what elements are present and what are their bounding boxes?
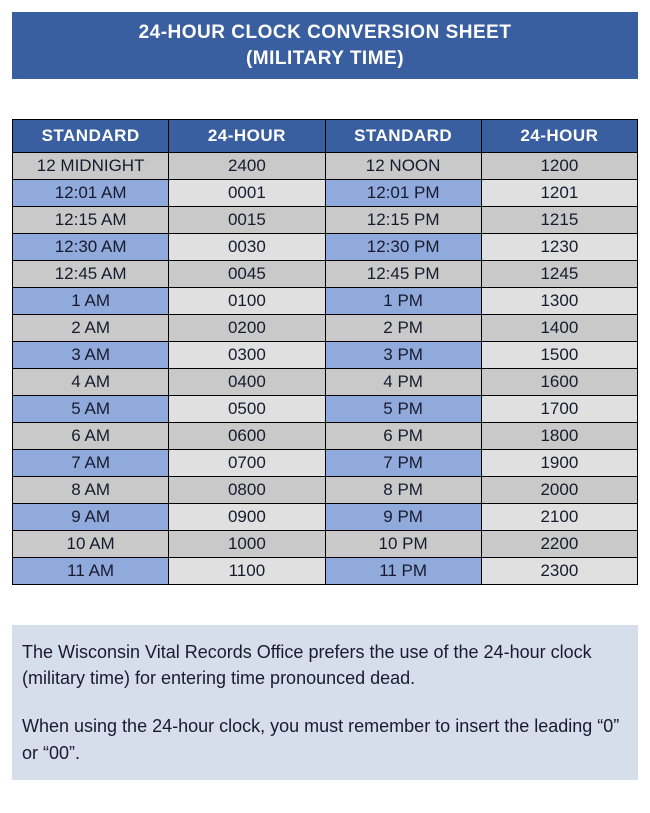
table-cell: 1100 bbox=[169, 558, 325, 585]
table-cell: 1300 bbox=[481, 288, 637, 315]
table-cell: 9 PM bbox=[325, 504, 481, 531]
table-cell: 4 AM bbox=[13, 369, 169, 396]
table-row: 3 AM03003 PM1500 bbox=[13, 342, 638, 369]
title-bar: 24-HOUR CLOCK CONVERSION SHEET (MILITARY… bbox=[12, 12, 638, 79]
table-cell: 12:45 PM bbox=[325, 261, 481, 288]
table-cell: 1900 bbox=[481, 450, 637, 477]
col-header-24hour-2: 24-HOUR bbox=[481, 120, 637, 153]
table-cell: 11 PM bbox=[325, 558, 481, 585]
table-cell: 12 NOON bbox=[325, 153, 481, 180]
table-row: 12:01 AM000112:01 PM1201 bbox=[13, 180, 638, 207]
table-cell: 1 AM bbox=[13, 288, 169, 315]
table-cell: 0100 bbox=[169, 288, 325, 315]
table-cell: 0045 bbox=[169, 261, 325, 288]
table-cell: 1500 bbox=[481, 342, 637, 369]
table-cell: 1800 bbox=[481, 423, 637, 450]
table-row: 1 AM01001 PM1300 bbox=[13, 288, 638, 315]
table-cell: 6 AM bbox=[13, 423, 169, 450]
table-row: 8 AM08008 PM2000 bbox=[13, 477, 638, 504]
title-line-2: (MILITARY TIME) bbox=[12, 46, 638, 72]
table-cell: 0300 bbox=[169, 342, 325, 369]
table-cell: 0900 bbox=[169, 504, 325, 531]
table-cell: 4 PM bbox=[325, 369, 481, 396]
table-cell: 2 AM bbox=[13, 315, 169, 342]
table-cell: 2200 bbox=[481, 531, 637, 558]
table-row: 12:30 AM003012:30 PM1230 bbox=[13, 234, 638, 261]
table-cell: 0400 bbox=[169, 369, 325, 396]
table-cell: 2300 bbox=[481, 558, 637, 585]
note-paragraph-2: When using the 24-hour clock, you must r… bbox=[22, 713, 628, 765]
table-cell: 1600 bbox=[481, 369, 637, 396]
table-cell: 3 AM bbox=[13, 342, 169, 369]
title-line-1: 24-HOUR CLOCK CONVERSION SHEET bbox=[12, 20, 638, 46]
table-cell: 1000 bbox=[169, 531, 325, 558]
table-cell: 12:15 PM bbox=[325, 207, 481, 234]
table-row: 5 AM05005 PM1700 bbox=[13, 396, 638, 423]
table-row: 12 MIDNIGHT240012 NOON1200 bbox=[13, 153, 638, 180]
col-header-24hour-1: 24-HOUR bbox=[169, 120, 325, 153]
table-row: 10 AM100010 PM2200 bbox=[13, 531, 638, 558]
table-cell: 8 PM bbox=[325, 477, 481, 504]
table-cell: 9 AM bbox=[13, 504, 169, 531]
table-cell: 1700 bbox=[481, 396, 637, 423]
table-cell: 12 MIDNIGHT bbox=[13, 153, 169, 180]
table-cell: 0015 bbox=[169, 207, 325, 234]
table-cell: 1201 bbox=[481, 180, 637, 207]
table-row: 11 AM110011 PM2300 bbox=[13, 558, 638, 585]
table-row: 9 AM09009 PM2100 bbox=[13, 504, 638, 531]
table-cell: 12:15 AM bbox=[13, 207, 169, 234]
table-row: 7 AM07007 PM1900 bbox=[13, 450, 638, 477]
spacer bbox=[12, 79, 638, 119]
col-header-standard-1: STANDARD bbox=[13, 120, 169, 153]
col-header-standard-2: STANDARD bbox=[325, 120, 481, 153]
table-cell: 0800 bbox=[169, 477, 325, 504]
table-cell: 12:01 AM bbox=[13, 180, 169, 207]
table-cell: 2100 bbox=[481, 504, 637, 531]
table-cell: 0001 bbox=[169, 180, 325, 207]
table-row: 4 AM04004 PM1600 bbox=[13, 369, 638, 396]
table-cell: 0600 bbox=[169, 423, 325, 450]
table-cell: 7 PM bbox=[325, 450, 481, 477]
table-cell: 0200 bbox=[169, 315, 325, 342]
table-cell: 2400 bbox=[169, 153, 325, 180]
table-cell: 2000 bbox=[481, 477, 637, 504]
table-cell: 1215 bbox=[481, 207, 637, 234]
note-box: The Wisconsin Vital Records Office prefe… bbox=[12, 625, 638, 779]
table-row: 12:15 AM001512:15 PM1215 bbox=[13, 207, 638, 234]
table-cell: 1245 bbox=[481, 261, 637, 288]
table-cell: 7 AM bbox=[13, 450, 169, 477]
table-cell: 11 AM bbox=[13, 558, 169, 585]
table-cell: 1230 bbox=[481, 234, 637, 261]
table-cell: 1200 bbox=[481, 153, 637, 180]
table-cell: 8 AM bbox=[13, 477, 169, 504]
table-cell: 10 AM bbox=[13, 531, 169, 558]
table-cell: 0500 bbox=[169, 396, 325, 423]
table-cell: 1400 bbox=[481, 315, 637, 342]
table-cell: 5 PM bbox=[325, 396, 481, 423]
table-cell: 6 PM bbox=[325, 423, 481, 450]
table-header-row: STANDARD 24-HOUR STANDARD 24-HOUR bbox=[13, 120, 638, 153]
table-cell: 12:30 PM bbox=[325, 234, 481, 261]
table-cell: 5 AM bbox=[13, 396, 169, 423]
table-cell: 2 PM bbox=[325, 315, 481, 342]
table-cell: 0700 bbox=[169, 450, 325, 477]
conversion-table: STANDARD 24-HOUR STANDARD 24-HOUR 12 MID… bbox=[12, 119, 638, 585]
table-cell: 1 PM bbox=[325, 288, 481, 315]
table-cell: 3 PM bbox=[325, 342, 481, 369]
table-row: 6 AM06006 PM1800 bbox=[13, 423, 638, 450]
table-cell: 10 PM bbox=[325, 531, 481, 558]
note-paragraph-1: The Wisconsin Vital Records Office prefe… bbox=[22, 639, 628, 691]
table-body: 12 MIDNIGHT240012 NOON120012:01 AM000112… bbox=[13, 153, 638, 585]
table-cell: 12:45 AM bbox=[13, 261, 169, 288]
table-cell: 12:01 PM bbox=[325, 180, 481, 207]
table-row: 12:45 AM004512:45 PM1245 bbox=[13, 261, 638, 288]
table-row: 2 AM02002 PM1400 bbox=[13, 315, 638, 342]
table-cell: 0030 bbox=[169, 234, 325, 261]
table-cell: 12:30 AM bbox=[13, 234, 169, 261]
